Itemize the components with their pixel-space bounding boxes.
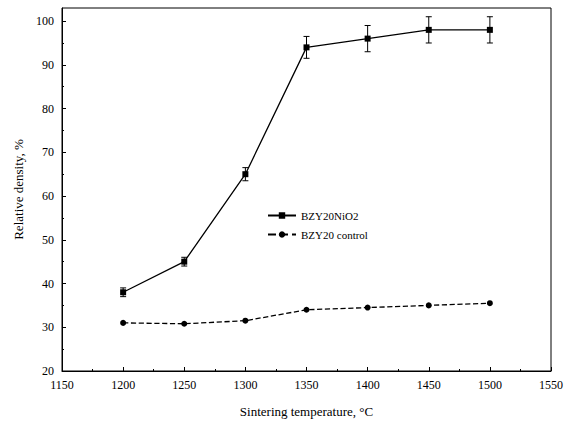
- svg-text:20: 20: [42, 364, 54, 378]
- svg-text:1450: 1450: [417, 378, 441, 392]
- svg-text:1300: 1300: [233, 378, 257, 392]
- svg-text:1250: 1250: [172, 378, 196, 392]
- svg-text:1500: 1500: [478, 378, 502, 392]
- svg-text:BZY20 control: BZY20 control: [301, 229, 368, 241]
- svg-text:30: 30: [42, 320, 54, 334]
- svg-text:90: 90: [42, 58, 54, 72]
- svg-text:40: 40: [42, 277, 54, 291]
- svg-text:Relative density, %: Relative density, %: [11, 139, 26, 240]
- svg-text:BZY20NiO2: BZY20NiO2: [301, 210, 358, 222]
- svg-text:70: 70: [42, 145, 54, 159]
- svg-text:80: 80: [42, 102, 54, 116]
- svg-text:1550: 1550: [539, 378, 563, 392]
- svg-text:100: 100: [36, 14, 54, 28]
- svg-text:Sintering temperature, °C: Sintering temperature, °C: [240, 404, 373, 419]
- svg-text:1350: 1350: [295, 378, 319, 392]
- svg-text:1200: 1200: [111, 378, 135, 392]
- svg-text:60: 60: [42, 189, 54, 203]
- svg-text:1150: 1150: [50, 378, 74, 392]
- svg-text:50: 50: [42, 233, 54, 247]
- svg-text:1400: 1400: [356, 378, 380, 392]
